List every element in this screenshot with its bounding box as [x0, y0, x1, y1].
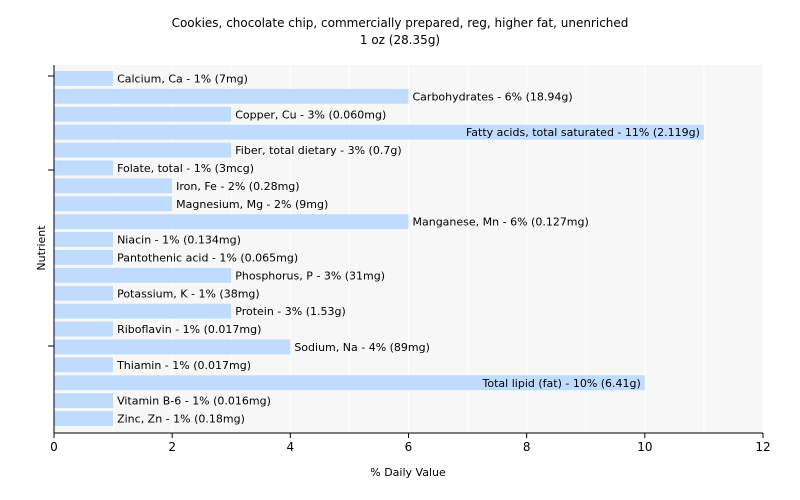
bar [54, 178, 173, 194]
bar-label: Protein - 3% (1.53g) [235, 305, 346, 318]
chart-title: Cookies, chocolate chip, commercially pr… [172, 16, 629, 30]
x-tick-label: 6 [405, 440, 413, 454]
bar-label: Magnesium, Mg - 2% (9mg) [176, 198, 328, 211]
plot-area: Calcium, Ca - 1% (7mg) Carbohydrates - 6%… [48, 65, 771, 454]
bar [54, 196, 173, 212]
bar-label: Vitamin B-6 - 1% (0.016mg) [117, 395, 271, 408]
bar-label: Total lipid (fat) - 10% (6.41g) [482, 377, 641, 390]
x-tick-label: 10 [637, 440, 652, 454]
bar [54, 285, 114, 301]
bar-label: Iron, Fe - 2% (0.28mg) [176, 180, 299, 193]
bar [54, 160, 114, 176]
bar-label: Carbohydrates - 6% (18.94g) [413, 90, 573, 103]
bar-label: Calcium, Ca - 1% (7mg) [117, 72, 248, 85]
bar-label: Sodium, Na - 4% (89mg) [294, 341, 430, 354]
bar-label: Zinc, Zn - 1% (0.18mg) [117, 413, 245, 426]
y-axis-label: Nutrient [35, 225, 48, 271]
x-tick-label: 12 [755, 440, 770, 454]
x-axis-label: % Daily Value [370, 466, 446, 479]
bar [54, 124, 704, 140]
bar [54, 214, 409, 230]
x-tick-label: 8 [523, 440, 531, 454]
bar [54, 357, 114, 373]
bar-label: Niacin - 1% (0.134mg) [117, 234, 241, 247]
bar [54, 339, 291, 355]
bar-label: Riboflavin - 1% (0.017mg) [117, 323, 261, 336]
bar-label: Fiber, total dietary - 3% (0.7g) [235, 144, 401, 157]
bar-label: Copper, Cu - 3% (0.060mg) [235, 108, 386, 121]
bar-label: Phosphorus, P - 3% (31mg) [235, 269, 385, 282]
bar [54, 232, 114, 247]
bar [54, 250, 114, 265]
bar [54, 411, 114, 426]
bar-label: Thiamin - 1% (0.017mg) [116, 359, 251, 372]
bar [54, 88, 409, 104]
x-tick-label: 0 [50, 440, 58, 454]
chart-subtitle: 1 oz (28.35g) [360, 33, 440, 47]
bar [54, 375, 645, 391]
bar-label: Pantothenic acid - 1% (0.065mg) [117, 251, 298, 264]
bar-label: Manganese, Mn - 6% (0.127mg) [413, 216, 589, 229]
bar-label: Folate, total - 1% (3mcg) [117, 162, 254, 175]
bar-label: Potassium, K - 1% (38mg) [117, 287, 260, 300]
bar [54, 71, 114, 86]
x-tick-label: 2 [168, 440, 176, 454]
bar [54, 303, 232, 319]
bar-label: Fatty acids, total saturated - 11% (2.11… [466, 126, 700, 139]
bar [54, 393, 114, 409]
bar [54, 142, 232, 158]
bar [54, 106, 232, 122]
bar [54, 267, 232, 283]
bar [54, 321, 114, 337]
x-tick-label: 4 [287, 440, 295, 454]
